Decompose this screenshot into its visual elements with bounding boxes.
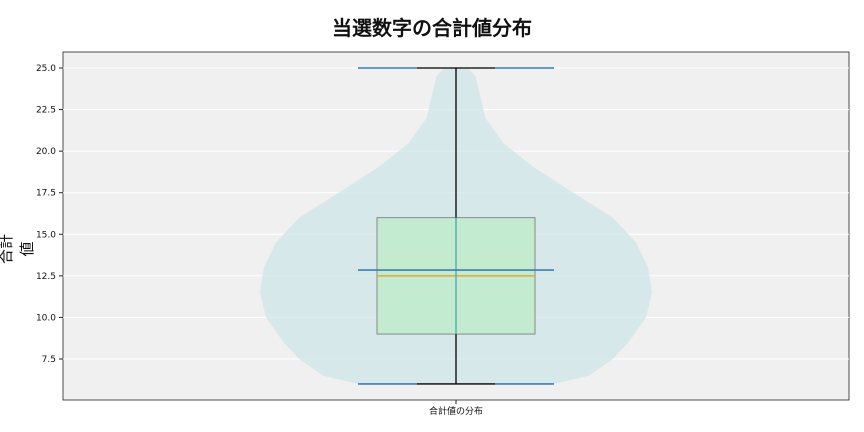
y-tick-label: 17.5 xyxy=(36,189,56,199)
y-tick-label: 12.5 xyxy=(36,272,56,282)
y-tick-label: 15.0 xyxy=(36,230,56,240)
chart-title: 当選数字の合計値分布 xyxy=(332,16,532,40)
y-tick-label: 22.5 xyxy=(36,106,56,116)
y-tick-label: 20.0 xyxy=(36,147,56,157)
x-tick-label: 合計値の分布 xyxy=(429,405,483,417)
y-tick-label: 25.0 xyxy=(36,64,56,74)
y-tick-label: 7.5 xyxy=(42,355,56,365)
y-tick-label: 10.0 xyxy=(36,313,56,323)
